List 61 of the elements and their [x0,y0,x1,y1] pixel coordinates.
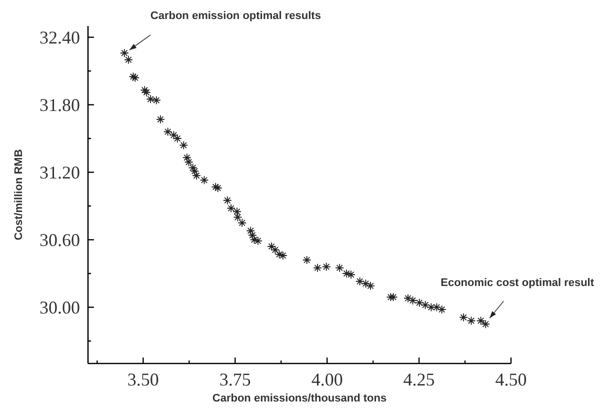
point [361,279,370,288]
y-axis-title: Cost/million RMB [13,149,25,240]
point [432,302,442,312]
x-tick-label: 3.75 [219,370,251,390]
x-tick-label: 4.50 [495,370,527,390]
point [267,242,276,251]
point [278,251,288,260]
point [140,86,150,95]
point [302,256,312,264]
point [366,281,375,290]
x-tick-label: 4.25 [403,370,435,390]
point [128,72,138,82]
point [408,296,418,305]
point [152,96,161,105]
y-tick-label: 32.40 [40,28,80,48]
point [120,48,129,58]
point [200,176,209,185]
point [466,316,476,326]
point [481,320,490,329]
point [388,292,398,302]
y-tick-label: 31.20 [40,162,80,183]
annotation: Economic cost optimal result [440,277,594,290]
point [414,298,424,308]
point [335,263,344,272]
point [163,127,172,136]
point [253,236,262,246]
point [226,204,236,213]
point [313,263,322,272]
point [437,305,446,314]
point [179,140,188,150]
point [172,134,182,143]
point [238,218,247,228]
point [222,196,232,205]
y-tick-label: 30.00 [40,298,80,318]
point [355,276,364,286]
point [169,130,178,140]
point [404,294,412,303]
point [146,94,155,104]
y-tick-label: 30.60 [40,230,80,250]
point [386,292,396,302]
annotation: Carbon emission optimal results [150,10,321,22]
x-axis-title: Carbon emissions/thousand tons [212,392,387,404]
point [124,55,133,64]
point [274,250,284,259]
point [270,245,280,254]
point [142,88,151,97]
point [322,262,331,272]
point [342,269,352,278]
y-tick-label: 31.80 [40,95,80,116]
x-tick-label: 3.50 [127,370,159,390]
point [426,302,436,312]
point [211,182,220,192]
point [156,114,165,124]
point [459,312,468,322]
point [420,300,430,310]
point [130,73,140,82]
point [188,163,198,172]
point [476,316,486,326]
point [346,270,356,280]
point [213,184,222,192]
x-tick-label: 4.00 [311,370,343,390]
